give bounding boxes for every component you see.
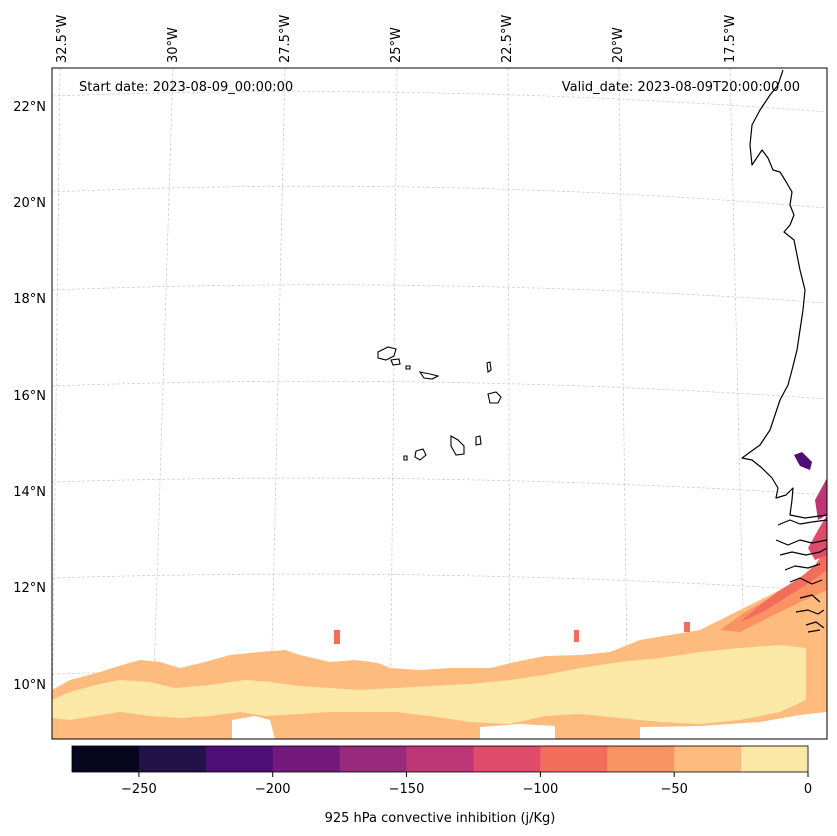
- contour-cell: [574, 630, 579, 642]
- colorbar-swatch: [339, 746, 408, 772]
- colorbar-tick-label: 0: [804, 782, 812, 797]
- colorbar-tick-label: −200: [255, 782, 291, 797]
- colorbar-swatch: [205, 746, 274, 772]
- west-africa-coastline: [741, 69, 828, 519]
- island-brava: [403, 455, 408, 461]
- contour-band-minus225-minus200: [794, 452, 812, 470]
- lat-label: 14°N: [13, 485, 46, 500]
- lat-label: 22°N: [13, 100, 46, 115]
- gridline-lat-22: [51, 91, 828, 113]
- island-sao-vicente: [390, 358, 401, 366]
- colorbar-swatch: [72, 746, 140, 772]
- lat-label: 10°N: [13, 678, 46, 693]
- island-santa-luzia: [405, 365, 411, 370]
- lat-label: 20°N: [13, 196, 46, 211]
- colorbar-swatch: [473, 746, 541, 772]
- island-boa-vista: [487, 391, 502, 404]
- colorbar: −250 −200 −150 −100 −50 0 925 hPa convec…: [71, 745, 812, 826]
- lon-label: 30°W: [166, 27, 181, 63]
- gridline-lat-12: [51, 573, 828, 592]
- colorbar-tick-labels: −250 −200 −150 −100 −50 0: [121, 782, 812, 797]
- lon-label: 20°W: [611, 27, 626, 63]
- cin-filled-contours: [52, 452, 827, 739]
- colorbar-ticks: [138, 772, 809, 777]
- colorbar-tick-label: −50: [660, 782, 687, 797]
- contour-cell: [684, 622, 690, 632]
- lat-label: 18°N: [13, 292, 46, 307]
- gridline-lon-17-5: [729, 67, 747, 740]
- gridline-lon-27-5: [269, 67, 286, 740]
- island-santiago: [450, 435, 465, 456]
- longitude-labels: 32.5°W 30°W 27.5°W 25°W 22.5°W 20°W 17.5…: [55, 15, 738, 63]
- lon-label: 25°W: [389, 27, 404, 63]
- contour-band-minus150-minus125: [815, 478, 827, 520]
- map-panel: [52, 68, 827, 739]
- coastlines: [377, 69, 828, 633]
- start-date-label: Start date: 2023-08-09_00:00:00: [79, 80, 293, 95]
- island-maio: [475, 435, 482, 446]
- gridline-lon-32-5: [51, 67, 61, 740]
- colorbar-tick-label: −150: [389, 782, 425, 797]
- gridline-lon-30: [151, 67, 174, 740]
- colorbar-tick-label: −250: [121, 782, 157, 797]
- lon-label: 32.5°W: [55, 15, 70, 63]
- colorbar-swatches: [72, 746, 809, 772]
- gridline-lat-20: [51, 185, 828, 209]
- colorbar-swatch: [540, 746, 608, 772]
- island-fogo: [414, 448, 427, 461]
- gridline-lat-14: [51, 477, 828, 496]
- colorbar-swatch: [607, 746, 675, 772]
- map-frame: [51, 67, 828, 740]
- lon-label: 17.5°W: [723, 15, 738, 63]
- lat-label: 16°N: [13, 389, 46, 404]
- contour-cell: [334, 630, 340, 644]
- colorbar-swatch: [138, 746, 207, 772]
- island-sao-nicolau: [418, 371, 440, 380]
- gridline-lon-20: [618, 67, 629, 740]
- gridline-lon-22-5: [507, 67, 511, 740]
- gridline-lon-25: [389, 67, 398, 740]
- colorbar-swatch: [741, 746, 809, 772]
- contour-band-minus25-0: [52, 645, 806, 724]
- colorbar-swatch: [272, 746, 341, 772]
- gambia-border: [777, 519, 828, 526]
- colorbar-frame: [71, 745, 809, 773]
- contour-gap: [232, 716, 275, 739]
- latitude-labels: 22°N 20°N 18°N 16°N 14°N 12°N 10°N: [13, 100, 46, 693]
- contour-gap: [640, 712, 827, 739]
- contour-band-minus125-minus100: [808, 515, 827, 560]
- colorbar-swatch: [406, 746, 474, 772]
- senegal-guinea-coast: [775, 539, 828, 633]
- valid-date-label: Valid_date: 2023-08-09T20:00:00.00: [562, 80, 800, 95]
- map-gridlines: [51, 67, 828, 740]
- contour-band-minus75-minus50: [720, 555, 827, 632]
- lon-label: 27.5°W: [278, 15, 293, 63]
- lon-label: 22.5°W: [500, 15, 515, 63]
- colorbar-title: 925 hPa convective inhibition (j/Kg): [325, 811, 556, 826]
- island-santo-antao: [377, 346, 397, 361]
- island-sal: [486, 361, 492, 373]
- colorbar-swatch: [674, 746, 742, 772]
- lat-label: 12°N: [13, 581, 46, 596]
- gridline-lat-18: [51, 284, 828, 304]
- colorbar-tick-label: −100: [523, 782, 559, 797]
- contour-gap: [480, 724, 555, 739]
